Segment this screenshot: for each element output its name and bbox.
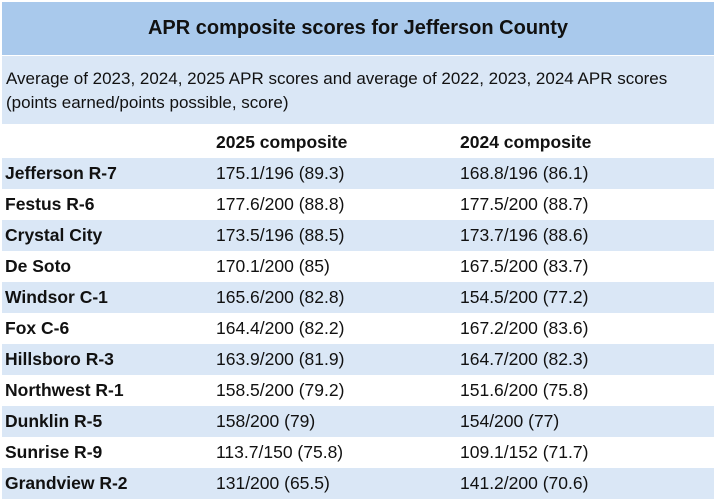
table-row: Jefferson R-7 175.1/196 (89.3) 168.8/196 (… [2, 158, 714, 189]
composite-2025: 175.1/196 (89.3) [216, 163, 345, 183]
table-row: Hillsboro R-3 163.9/200 (81.9) 164.7/200 (… [2, 344, 714, 375]
district-name: Fox C-6 [5, 318, 70, 338]
composite-2025: 113.7/150 (75.8) [216, 442, 344, 462]
district-name: Crystal City [5, 225, 103, 245]
composite-2024: 154.5/200 (77.2) [460, 287, 589, 307]
table-row: De Soto 170.1/200 (85) 167.5/200 (83.7) [2, 251, 714, 282]
composite-2025: 177.6/200 (88.8) [216, 194, 345, 214]
composite-2024: 109.1/152 (71.7) [460, 442, 589, 462]
table-row: Windsor C-1 165.6/200 (82.8) 154.5/200 (77… [2, 282, 714, 313]
district-name: Dunklin R-5 [5, 411, 103, 431]
column-header-2024: 2024 composite [460, 132, 592, 152]
composite-2024: 151.6/200 (75.8) [460, 380, 589, 400]
composite-2024: 164.7/200 (82.3) [460, 349, 589, 369]
scores-table: 2025 composite 2024 composite Jefferson … [2, 127, 714, 499]
district-name: Grandview R-2 [5, 473, 128, 493]
table-row: Festus R-6 177.6/200 (88.8) 177.5/200 (88.… [2, 189, 714, 220]
header-row: 2025 composite 2024 composite [2, 127, 714, 158]
composite-2025: 158.5/200 (79.2) [216, 380, 345, 400]
table-title: APR composite scores for Jefferson Count… [2, 2, 714, 55]
district-name: Hillsboro R-3 [5, 349, 114, 369]
composite-2025: 165.6/200 (82.8) [216, 287, 345, 307]
composite-2024: 154/200 (77) [460, 411, 560, 431]
composite-2025: 170.1/200 (85) [216, 256, 330, 276]
district-name: Sunrise R-9 [5, 442, 103, 462]
composite-2024: 167.5/200 (83.7) [460, 256, 589, 276]
table-subtitle: Average of 2023, 2024, 2025 APR scores a… [2, 56, 714, 124]
district-name: Northwest R-1 [5, 380, 124, 400]
composite-2024: 168.8/196 (86.1) [460, 163, 589, 183]
table-row: Crystal City 173.5/196 (88.5) 173.7/196 (8… [2, 220, 714, 251]
composite-2024: 167.2/200 (83.6) [460, 318, 589, 338]
composite-2025: 164.4/200 (82.2) [216, 318, 345, 338]
table-row: Dunklin R-5 158/200 (79) 154/200 (77) [2, 406, 714, 437]
column-header-2025: 2025 composite [216, 132, 348, 152]
composite-2024: 177.5/200 (88.7) [460, 194, 589, 214]
composite-2024: 141.2/200 (70.6) [460, 473, 589, 493]
composite-2024: 173.7/196 (88.6) [460, 225, 589, 245]
table-row: Sunrise R-9 113.7/150 (75.8) 109.1/152 (71… [2, 437, 714, 468]
composite-2025: 163.9/200 (81.9) [216, 349, 345, 369]
table-row: Fox C-6 164.4/200 (82.2) 167.2/200 (83.6) [2, 313, 714, 344]
district-name: Windsor C-1 [5, 287, 108, 307]
table-row: Northwest R-1 158.5/200 (79.2) 151.6/200 (… [2, 375, 714, 406]
table-row: Grandview R-2 131/200 (65.5) 141.2/200 (70… [2, 468, 714, 499]
composite-2025: 173.5/196 (88.5) [216, 225, 345, 245]
composite-2025: 158/200 (79) [216, 411, 316, 431]
district-name: De Soto [5, 256, 72, 276]
composite-2025: 131/200 (65.5) [216, 473, 330, 493]
district-name: Jefferson R-7 [5, 163, 117, 183]
district-name: Festus R-6 [5, 194, 95, 214]
